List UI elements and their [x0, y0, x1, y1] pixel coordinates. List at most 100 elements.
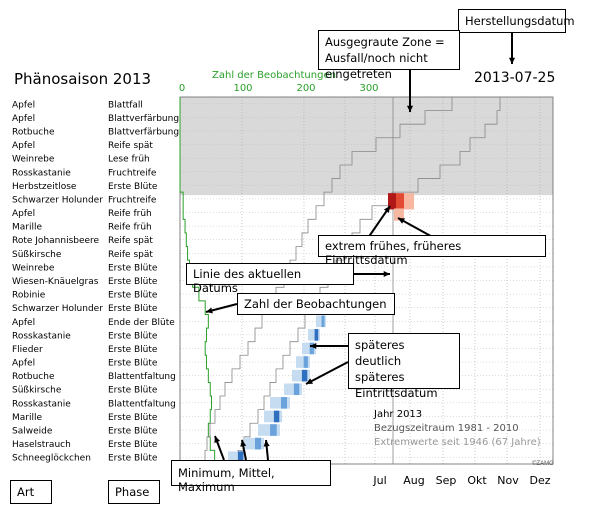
count-line — [179, 97, 216, 464]
legend-year: Jahr 2013 — [374, 409, 423, 420]
late-cell-light — [292, 369, 310, 382]
row-phase-label: Erste Blüte — [108, 440, 158, 450]
arrow-grey-zone-head — [406, 105, 414, 112]
row-art-label: Herbstzeitlose — [12, 182, 77, 192]
row-phase-label: Erste Blüte — [108, 331, 158, 341]
month-tick-label: Nov — [497, 474, 519, 487]
month-tick-label: Sep — [436, 474, 457, 487]
late-cell-dark — [281, 397, 287, 409]
count-tick-label: 100 — [233, 83, 252, 94]
late-cell-dark — [301, 369, 308, 382]
late-cell-light — [244, 437, 264, 450]
row-phase-label: Blattfall — [108, 100, 143, 110]
production-date-box: Herstellungsdatum — [458, 9, 575, 33]
row-phase-label: Reife früh — [108, 223, 152, 233]
late-cell-light — [296, 356, 310, 368]
row-phase-label: Erste Blüte — [108, 386, 158, 396]
count-tick-label: 300 — [359, 83, 378, 94]
late-cell-dark — [314, 329, 319, 341]
arrow-production-date-head — [508, 57, 516, 64]
early-cell-mid — [396, 193, 404, 210]
count-tick-label: 0 — [179, 83, 185, 94]
copyright: ©ZAMG — [532, 461, 554, 467]
row-phase-label: Lese früh — [108, 155, 150, 165]
early-box: extrem frühes, früheres Eintrittsdatum — [318, 235, 546, 267]
current-line-box: Linie des aktuellen Datums — [186, 263, 354, 295]
month-tick-label: Aug — [403, 474, 424, 487]
month-tick-label: Okt — [467, 474, 487, 487]
late-line2: deutlich späteres — [355, 354, 405, 384]
late-cell-light — [228, 451, 246, 463]
arrow-early-2-head — [398, 218, 405, 224]
row-art-label: Apfel — [12, 100, 35, 110]
late-line1: späteres — [355, 338, 405, 352]
row-art-label: Süßkirsche — [12, 386, 62, 396]
row-phase-label: Erste Blüte — [108, 263, 158, 273]
row-art-label: Apfel — [12, 359, 35, 369]
row-phase-label: Erste Blüte — [108, 413, 158, 423]
row-phase-label: Blattverfärbung — [108, 114, 179, 124]
late-line3: Eintrittsdatum — [355, 386, 438, 400]
row-art-label: Salweide — [12, 427, 53, 437]
row-phase-label: Reife spät — [108, 236, 153, 246]
row-art-label: Rotbuche — [12, 127, 55, 137]
row-art-label: Weinrebe — [12, 155, 55, 165]
row-art-label: Apfel — [12, 209, 35, 219]
row-phase-label: Ende der Blüte — [108, 318, 175, 328]
date-label: 2013-07-25 — [474, 70, 556, 86]
legend-extremes: Extremwerte seit 1946 (67 Jahre) — [374, 437, 541, 448]
row-phase-label: Erste Blüte — [108, 359, 158, 369]
row-art-label: Wiesen-Knäuelgras — [12, 277, 99, 287]
page-title: Phänosaison 2013 — [14, 70, 152, 88]
arrow-late-2 — [305, 361, 349, 385]
late-cell-light — [316, 315, 326, 328]
count-box: Zahl der Beobachtungen — [237, 293, 395, 315]
arrow-count-head — [206, 307, 213, 314]
arrow-late-2-head — [306, 378, 313, 384]
grey-zone-box: Ausgegraute Zone = Ausfall/noch nicht ei… — [318, 30, 460, 81]
late-cell-light — [264, 410, 282, 423]
row-art-label: Schneeglöckchen — [12, 454, 91, 464]
row-art-label: Schwarzer Holunder — [12, 195, 103, 205]
late-cell-dark — [273, 410, 280, 423]
row-art-label: Apfel — [12, 141, 35, 151]
count-tick-label: 200 — [296, 83, 315, 94]
arrow-late-1-head — [310, 342, 317, 350]
late-cell-light — [302, 342, 316, 355]
row-phase-label: Fruchtreife — [108, 195, 157, 205]
early-cell-light — [404, 193, 414, 210]
late-cell-dark — [237, 451, 244, 463]
late-cell-dark — [255, 437, 261, 450]
row-phase-label: Blattverfärbung — [108, 127, 179, 137]
late-cell-dark — [293, 383, 300, 396]
row-art-label: Rote Johannisbeere — [12, 236, 100, 246]
row-phase-label: Erste Blüte — [108, 291, 158, 301]
row-art-label: Apfel — [12, 114, 35, 124]
row-phase-label: Erste Blüte — [108, 427, 158, 437]
row-art-label: Rotbuche — [12, 372, 55, 382]
count-axis-title: Zahl der Beobachtungen — [212, 70, 336, 81]
row-phase-label: Erste Blüte — [108, 277, 158, 287]
early-cell-light-2 — [394, 208, 404, 221]
row-phase-label: Reife früh — [108, 209, 152, 219]
grey-zone-line2: Ausfall/noch nicht eingetreten — [325, 51, 428, 81]
late-cell-dark — [270, 424, 277, 436]
late-cell-light — [284, 383, 302, 396]
grey-zone-line1: Ausgegraute Zone = — [325, 35, 445, 49]
late-box: späteres deutlich späteres Eintrittsdatu… — [348, 333, 460, 400]
arrow-early-1 — [367, 205, 391, 239]
phase-box: Phase — [108, 480, 160, 504]
row-art-label: Rosskastanie — [12, 331, 71, 341]
row-art-label: Süßkirsche — [12, 250, 62, 260]
row-phase-label: Reife spät — [108, 250, 153, 260]
row-art-label: Rosskastanie — [12, 168, 71, 178]
late-cell-dark — [309, 342, 314, 355]
row-art-label: Haselstrauch — [12, 440, 71, 450]
month-tick-label: Jul — [372, 474, 386, 487]
late-cell-light — [270, 397, 290, 409]
late-cell-light — [258, 424, 280, 436]
row-phase-label: Reife spät — [108, 141, 153, 151]
early-cell-dark — [388, 193, 396, 210]
row-phase-label: Blattentfaltung — [108, 372, 176, 382]
